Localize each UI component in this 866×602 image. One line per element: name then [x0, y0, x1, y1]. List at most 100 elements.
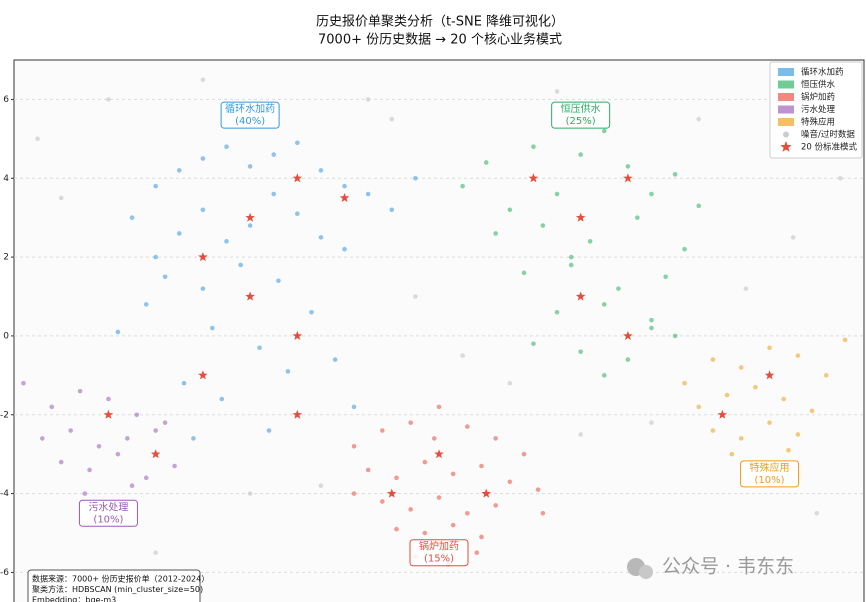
legend-label: 污水处理	[801, 104, 836, 115]
point	[625, 357, 631, 362]
point	[422, 459, 428, 465]
point	[153, 183, 158, 189]
point	[507, 207, 513, 213]
cluster-label-box	[551, 101, 611, 129]
cluster-label: 特殊应用(10%)	[740, 460, 800, 488]
cluster-label-text: 特殊应用	[750, 461, 790, 474]
point	[578, 152, 583, 157]
point	[82, 491, 88, 496]
point	[460, 183, 465, 189]
point	[191, 436, 196, 441]
point	[531, 341, 536, 347]
point	[635, 215, 640, 220]
noise-point	[578, 432, 583, 437]
point	[465, 511, 470, 516]
legend-marker	[778, 105, 794, 114]
point	[781, 396, 787, 402]
mode-star	[292, 409, 303, 419]
mode-star	[292, 173, 303, 183]
point	[176, 168, 182, 173]
point	[271, 191, 277, 197]
watermark-icon	[639, 565, 653, 579]
noise-point	[389, 116, 395, 122]
noise-point	[153, 550, 158, 556]
point	[696, 404, 702, 410]
point	[450, 471, 456, 477]
cluster-label-text: 锅炉加药	[419, 541, 459, 553]
noise-point	[200, 77, 206, 83]
point	[276, 278, 281, 284]
cluster-label-box	[409, 539, 469, 567]
noise-point	[790, 235, 796, 240]
point	[210, 325, 215, 331]
cluster-label-text: (25%)	[566, 116, 596, 127]
noise-point	[554, 89, 560, 94]
noise-point	[106, 97, 111, 102]
point	[649, 325, 654, 331]
point	[162, 420, 168, 425]
point	[795, 432, 801, 437]
cluster-label-text: 循环水加药	[225, 102, 275, 115]
noise-point	[507, 380, 513, 386]
point	[200, 207, 206, 213]
point	[389, 207, 395, 213]
noise-point	[743, 286, 749, 291]
mode-star	[434, 449, 444, 459]
legend-label: 特殊应用	[801, 117, 835, 128]
point	[738, 365, 744, 370]
legend-marker	[780, 141, 792, 152]
point	[408, 507, 413, 512]
mode-star	[245, 291, 255, 301]
point	[394, 526, 399, 532]
point	[587, 239, 593, 244]
y-tick-label: -4	[0, 489, 9, 499]
point	[753, 384, 758, 390]
noise-point	[696, 116, 702, 122]
y-tick-label: 4	[3, 174, 9, 184]
legend-marker	[778, 93, 794, 101]
point	[601, 302, 607, 307]
point	[842, 337, 848, 343]
legend-marker	[778, 118, 794, 126]
cluster-label-box	[78, 499, 138, 527]
point	[68, 428, 73, 433]
point	[531, 144, 536, 150]
point	[767, 420, 772, 425]
point	[474, 550, 480, 556]
point	[153, 254, 158, 260]
footnote-line: 聚类方法：HDBSCAN (min_cluster_size=50)	[32, 584, 203, 594]
point	[823, 373, 829, 378]
point	[767, 345, 772, 351]
point	[394, 475, 399, 481]
point	[578, 349, 583, 354]
point	[224, 144, 229, 150]
point	[143, 302, 149, 307]
point	[663, 274, 668, 280]
point	[87, 467, 92, 473]
mode-star	[245, 212, 255, 222]
point	[380, 428, 385, 433]
mode-star	[575, 212, 586, 222]
y-tick-label: 2	[3, 253, 9, 263]
point	[616, 286, 621, 291]
noise-point	[58, 195, 64, 201]
point	[181, 380, 187, 386]
point	[309, 309, 314, 315]
point	[238, 262, 243, 268]
point	[351, 404, 357, 410]
point	[129, 483, 135, 489]
point	[682, 380, 687, 386]
mode-star	[387, 488, 397, 498]
points	[21, 77, 848, 567]
legend-label: 噪音/过时数据	[801, 129, 855, 140]
point	[535, 487, 541, 492]
mode-star	[198, 252, 208, 262]
point	[507, 479, 513, 485]
point	[318, 235, 324, 240]
noise-point	[460, 353, 465, 358]
point	[786, 447, 791, 453]
cluster-label-text: (15%)	[424, 554, 454, 565]
point	[493, 231, 498, 236]
